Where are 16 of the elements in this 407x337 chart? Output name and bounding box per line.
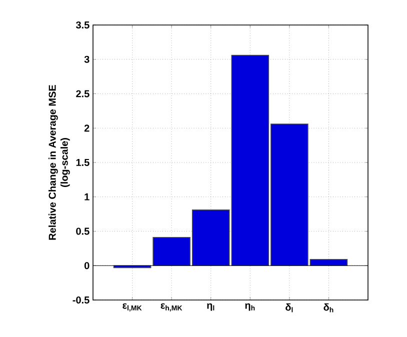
x-tick-label: η$_{l}$ — [207, 303, 214, 311]
y-tick-label: 2.5 — [76, 90, 90, 98]
y-tick-label: 0 — [84, 262, 90, 270]
x-tick-label: η$_{h}$ — [245, 303, 255, 311]
y-tick-label: 2 — [84, 124, 90, 132]
y-tick-label: 3 — [84, 56, 90, 63]
y-axis-title: Relative Change in Average MSE (log-scale) — [48, 84, 70, 240]
y-tick-label: 1.5 — [76, 158, 90, 166]
x-tick-label: ε$_{h,MK}$ — [160, 303, 182, 312]
x-tick-label: ε$_{l,MK}$ — [122, 303, 142, 312]
x-tick-label: δ$_{h}$ — [324, 303, 334, 312]
y-tick-label: 3.5 — [76, 21, 90, 29]
y-tick-label: -0.5 — [72, 296, 90, 304]
y-tick-label: 1 — [84, 193, 90, 200]
y-tick-label: 0.5 — [76, 228, 90, 235]
x-tick-label: δ$_{l}$ — [286, 303, 293, 312]
